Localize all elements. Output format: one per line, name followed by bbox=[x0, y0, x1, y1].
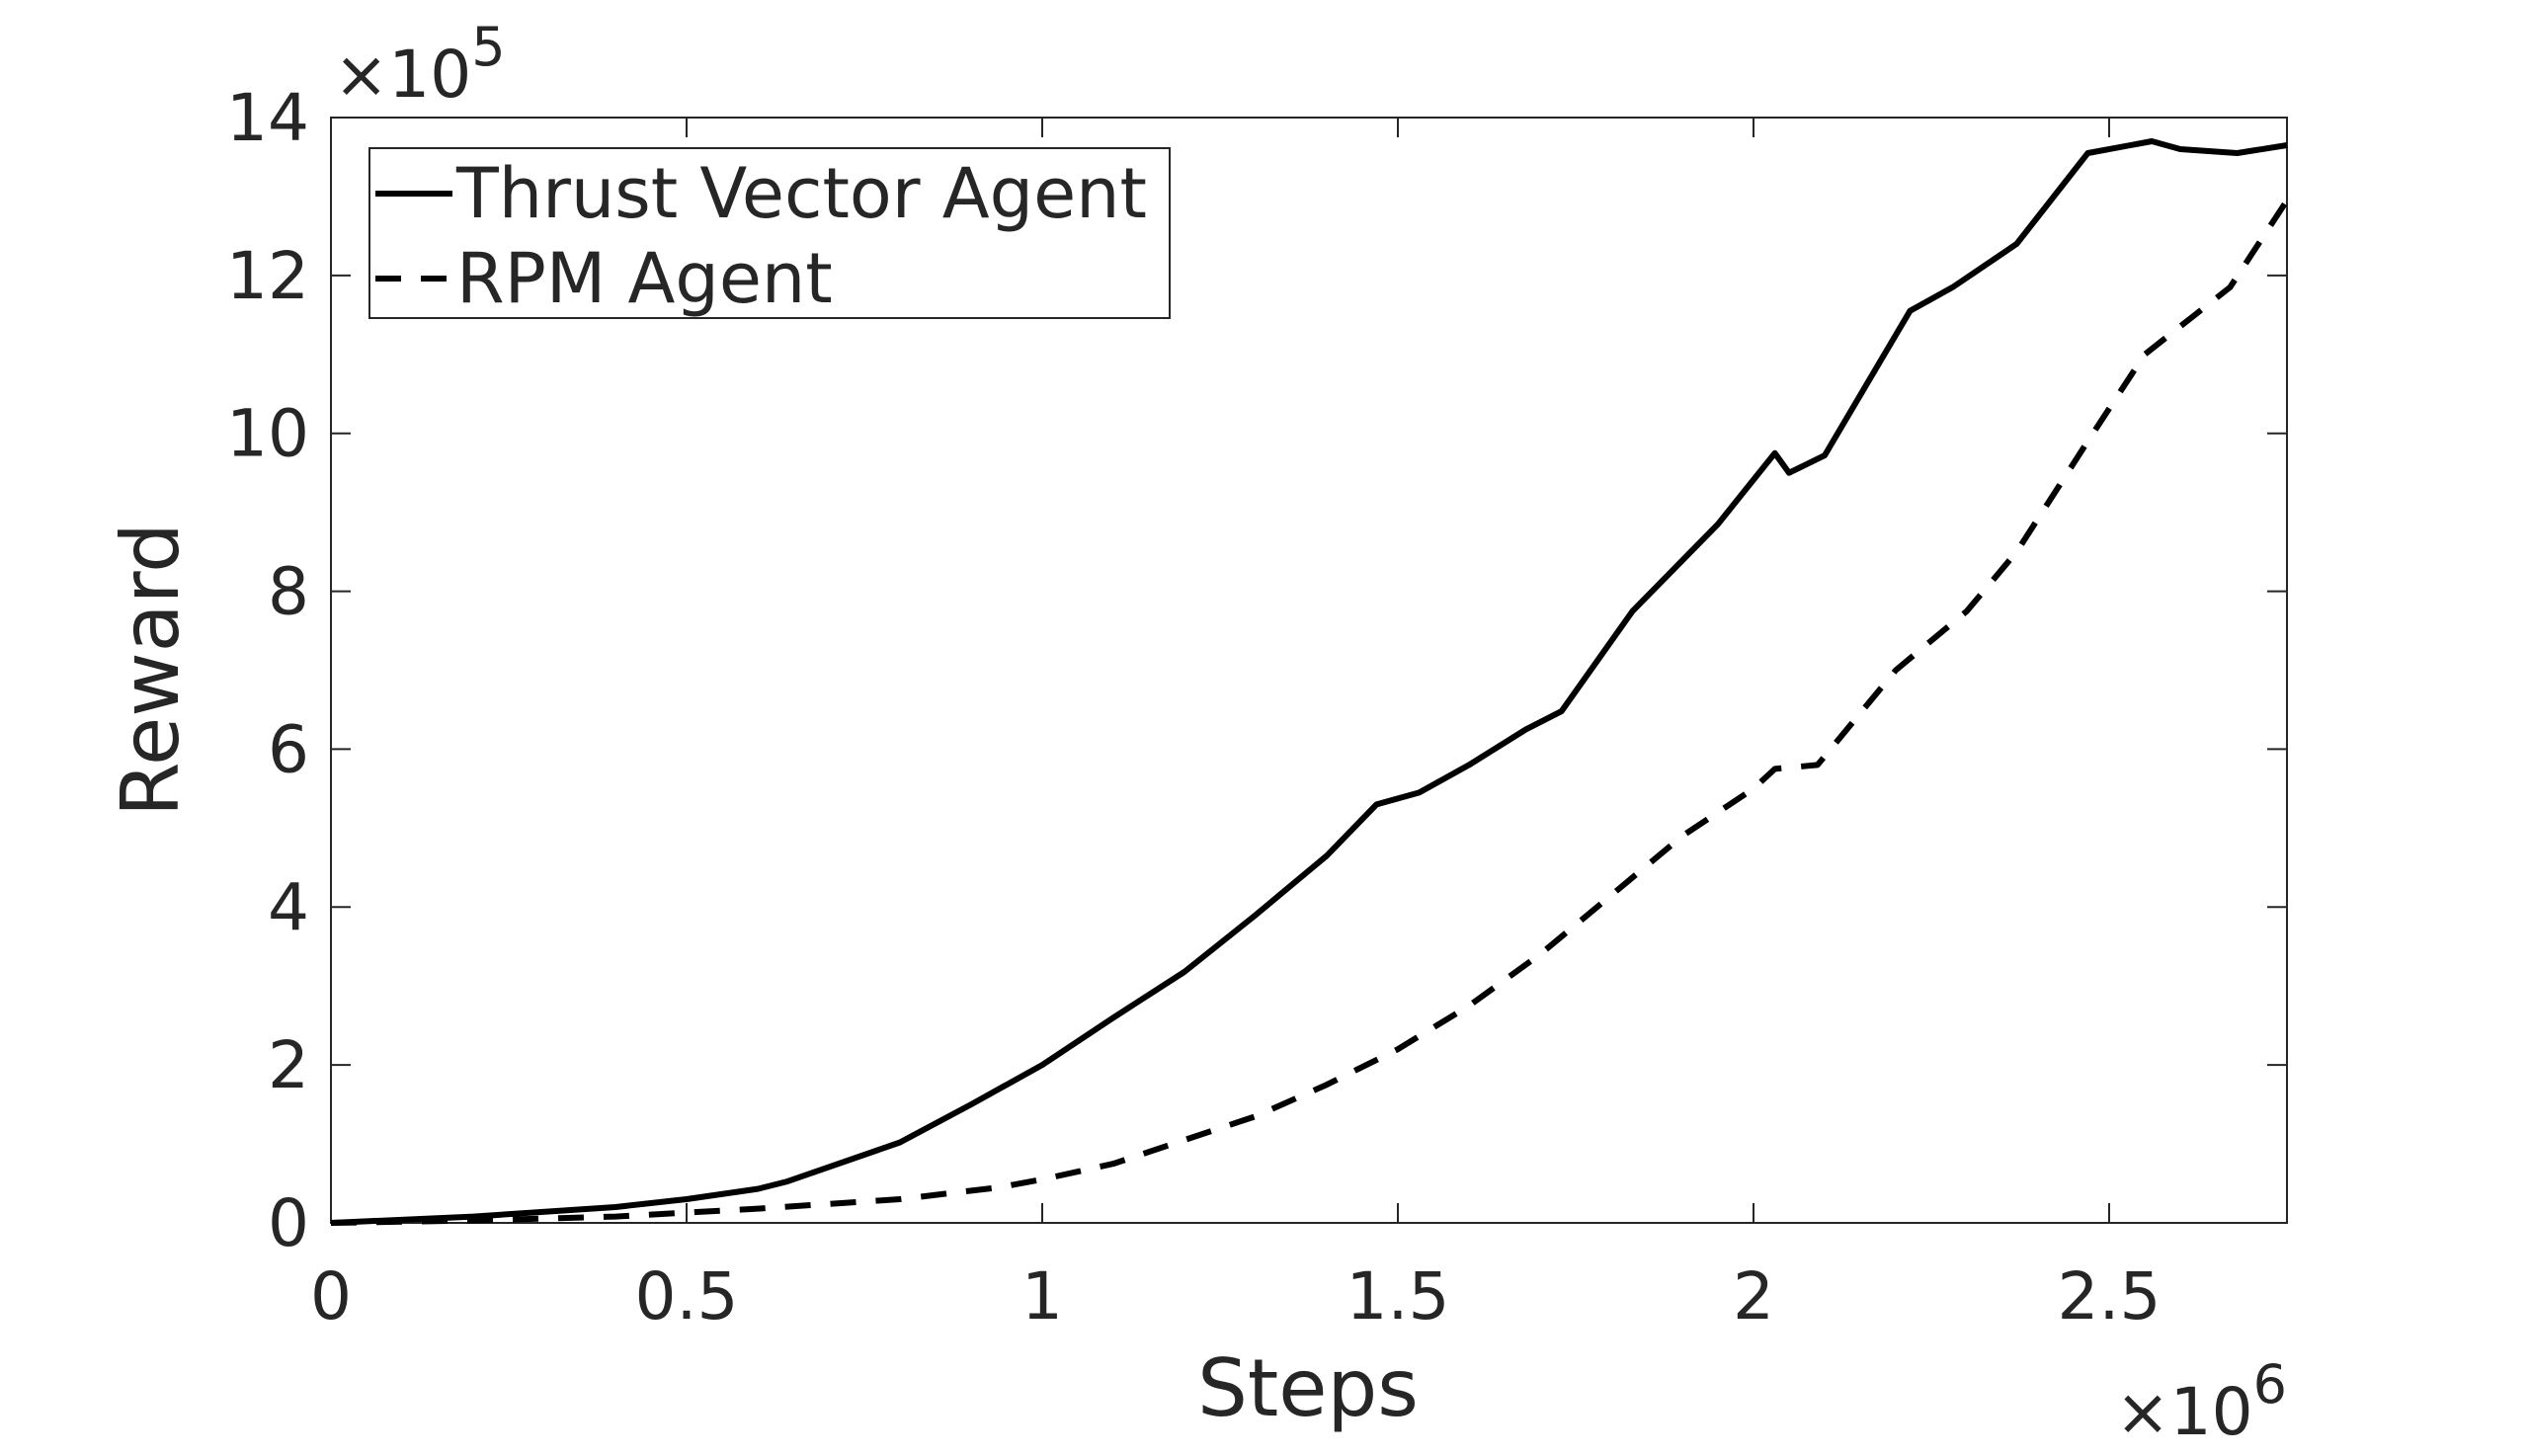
x-tick-label: 1.5 bbox=[1346, 1258, 1450, 1335]
y-tick-label: 8 bbox=[268, 554, 309, 630]
x-multiplier-base: ×10 bbox=[2115, 1374, 2252, 1450]
series-line bbox=[330, 138, 2288, 1226]
x-tick-label: 1 bbox=[1021, 1258, 1063, 1335]
y-tick-label: 6 bbox=[268, 711, 309, 787]
x-multiplier-exponent: 6 bbox=[2253, 1353, 2287, 1416]
x-tick-label: 0.5 bbox=[635, 1258, 739, 1335]
y-multiplier-base: ×10 bbox=[334, 37, 471, 113]
y-tick-label: 14 bbox=[226, 80, 309, 156]
y-tick-label: 12 bbox=[226, 238, 309, 314]
x-tick-label: 0 bbox=[310, 1258, 352, 1335]
y-multiplier-exponent: 5 bbox=[471, 16, 505, 78]
legend-label: Thrust Vector Agent bbox=[455, 153, 1147, 234]
y-tick-label: 2 bbox=[268, 1027, 309, 1103]
x-axis-label: Steps bbox=[1197, 1342, 1419, 1434]
y-axis-label: Reward bbox=[105, 523, 197, 817]
y-tick-label: 10 bbox=[226, 396, 309, 472]
x-multiplier: ×106 bbox=[2115, 1353, 2287, 1450]
y-tick-label: 4 bbox=[268, 869, 309, 945]
y-multiplier: ×105 bbox=[334, 16, 506, 113]
legend-label: RPM Agent bbox=[456, 238, 833, 319]
x-tick-label: 2.5 bbox=[2058, 1258, 2162, 1335]
legend-box bbox=[368, 147, 1171, 319]
x-tick-label: 2 bbox=[1733, 1258, 1774, 1335]
y-tick-label: 0 bbox=[268, 1185, 309, 1261]
series-line bbox=[330, 199, 2290, 1226]
